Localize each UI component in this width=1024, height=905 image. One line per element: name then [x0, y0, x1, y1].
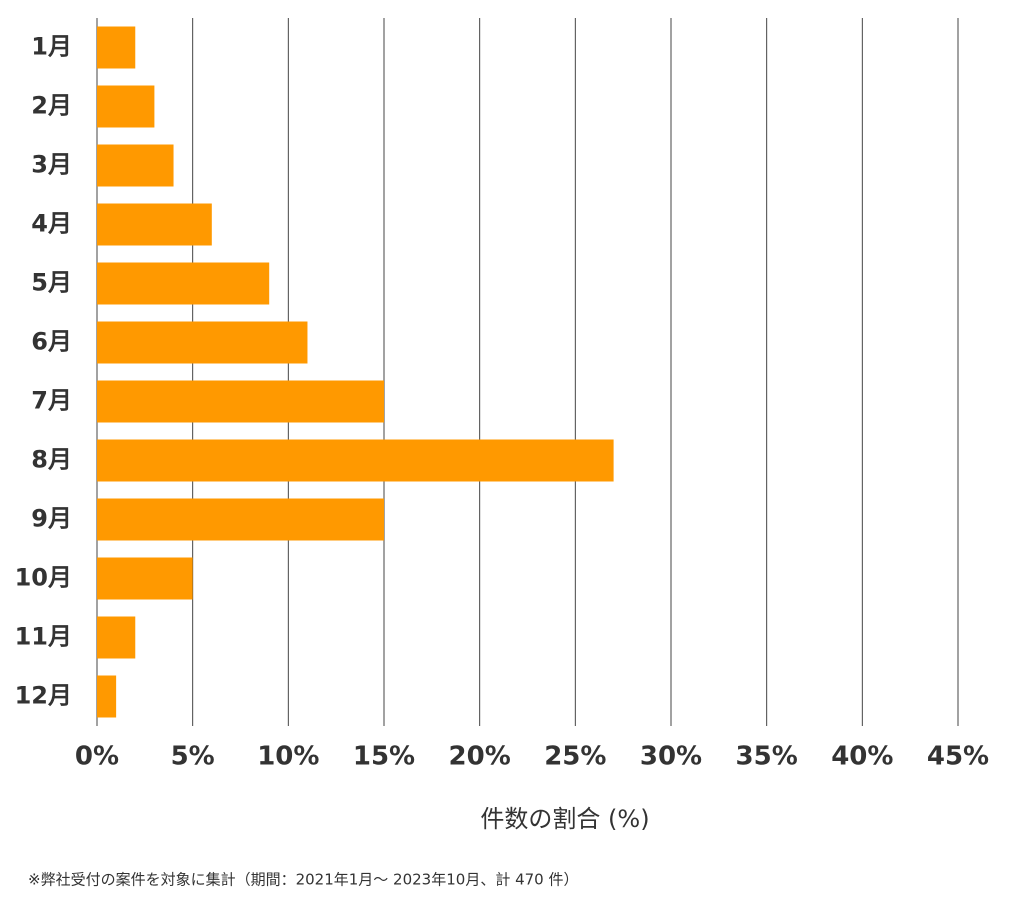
y-tick-label: 5月: [31, 269, 72, 297]
bar: [97, 498, 384, 541]
x-tick-label: 40%: [831, 742, 893, 772]
footnote: ※弊社受付の案件を対象に集計（期間：2021年1月～ 2023年10月、計 47…: [28, 871, 578, 889]
bar: [97, 380, 384, 423]
x-tick-label: 20%: [449, 742, 511, 772]
x-tick-label: 35%: [736, 742, 798, 772]
bar: [97, 675, 117, 718]
x-tick-label: 5%: [171, 742, 215, 772]
bar: [97, 616, 136, 659]
bar: [97, 203, 212, 246]
x-tick-label: 25%: [544, 742, 606, 772]
x-tick-label: 10%: [257, 742, 319, 772]
y-tick-label: 11月: [15, 623, 72, 651]
y-tick-label: 10月: [15, 564, 72, 592]
bar: [97, 439, 614, 482]
bar: [97, 557, 193, 600]
bar: [97, 262, 270, 305]
x-tick-label: 15%: [353, 742, 415, 772]
bar: [97, 26, 136, 69]
x-tick-label: 45%: [927, 742, 989, 772]
bar: [97, 321, 308, 364]
y-tick-label: 1月: [31, 33, 72, 61]
y-tick-label: 9月: [31, 505, 72, 533]
y-tick-label: 12月: [15, 682, 72, 710]
bar: [97, 85, 155, 128]
x-tick-label: 30%: [640, 742, 702, 772]
x-axis-label: 件数の割合 (%): [480, 805, 649, 833]
y-tick-label: 7月: [31, 387, 72, 415]
y-tick-label: 4月: [31, 210, 72, 238]
y-tick-label: 2月: [31, 92, 72, 120]
x-tick-label: 0%: [75, 742, 119, 772]
y-tick-label: 6月: [31, 328, 72, 356]
y-tick-label: 3月: [31, 151, 72, 179]
y-tick-label: 8月: [31, 446, 72, 474]
bar: [97, 144, 174, 187]
